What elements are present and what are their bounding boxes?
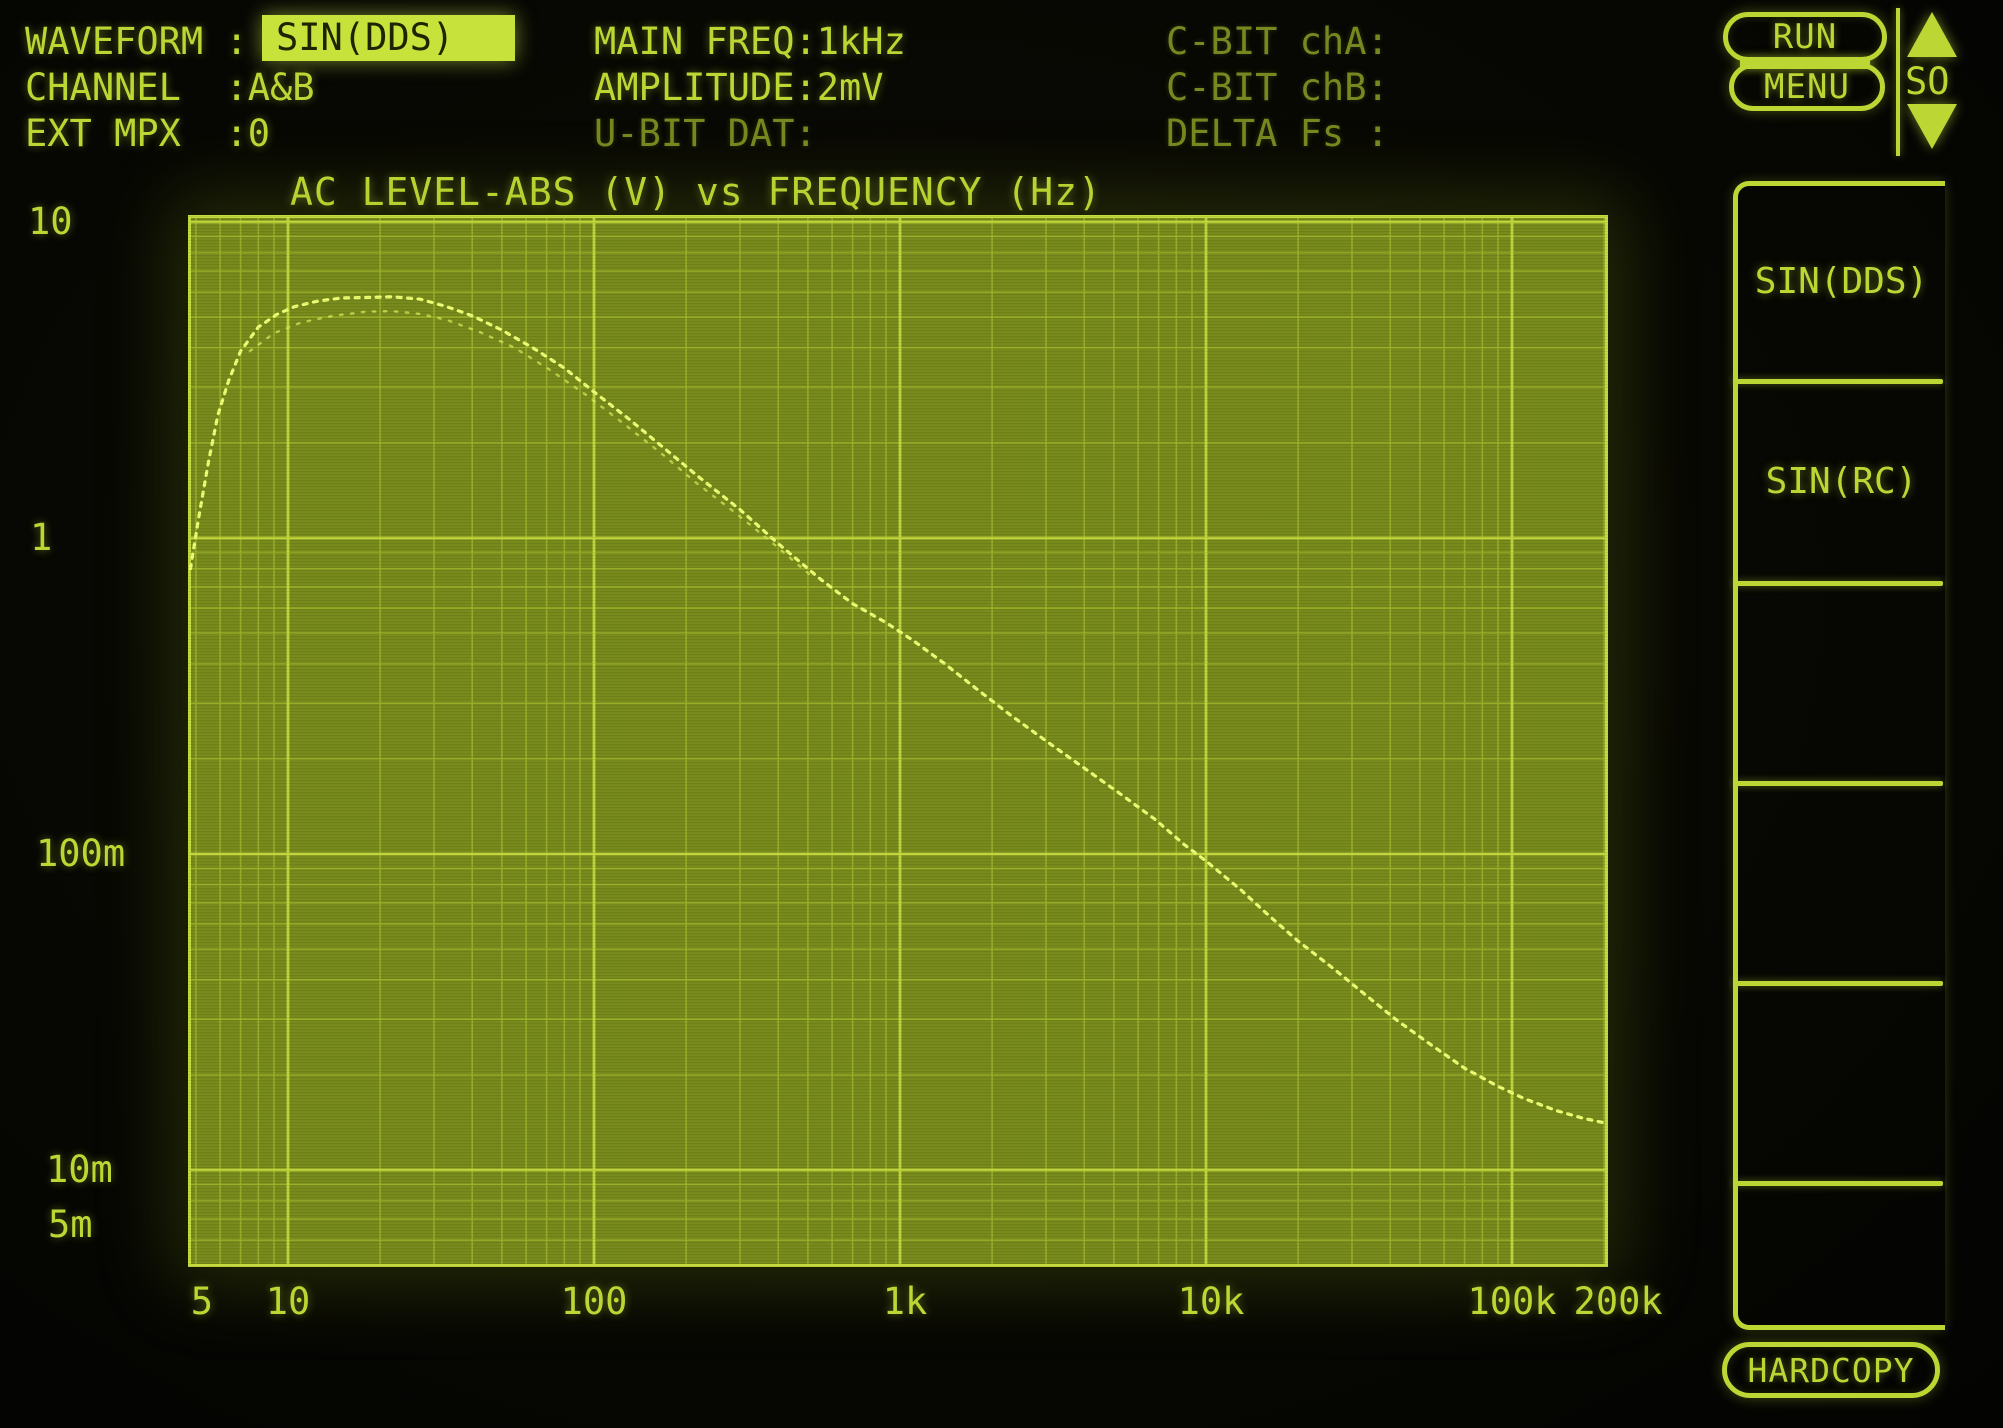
run-button[interactable]: RUN [1723,12,1887,62]
c-bit-cha-row: C-BIT chA: [1166,20,1389,63]
x-tick-label: 10k [1177,1280,1245,1323]
y-tick-label: 5m [48,1203,93,1247]
softkey-label: SIN(RC) [1765,460,1918,502]
y-tick-label: 100m [36,832,126,875]
scroll-page-label: SO [1905,60,1950,103]
scroll-up-icon[interactable] [1907,12,1957,57]
u-bit-dat-row: U-BIT DAT: [594,112,817,155]
softkey-empty-3[interactable] [1740,586,1943,778]
softkey-empty-4[interactable] [1740,786,1943,978]
x-tick-label: 100 [560,1280,628,1323]
softkey-separator [1733,1181,1943,1186]
y-tick-label: 1 [30,516,53,559]
trace-channel-a [188,295,1606,1125]
softkey-sin-rc[interactable]: SIN(RC) [1740,384,1943,578]
scroll-down-icon[interactable] [1907,104,1957,149]
waveform-label: WAVEFORM : [25,20,248,63]
chart-title: AC LEVEL-ABS (V) vs FREQUENCY (Hz) [290,170,1102,214]
x-tick-label: 10 [265,1280,311,1323]
ext-mpx-row: EXT MPX :0 [25,112,271,155]
y-tick-label: 10 [28,200,73,243]
hardcopy-button[interactable]: HARDCOPY [1722,1342,1940,1398]
softkey-separator [1733,379,1943,384]
plot-svg [188,215,1608,1267]
channel-row: CHANNEL :A&B [25,66,315,109]
plot-background [188,215,1608,1267]
softkey-separator [1733,581,1943,586]
softkey-sin-dds[interactable]: SIN(DDS) [1740,186,1943,376]
menu-button-label: MENU [1764,67,1850,107]
main-freq-row: MAIN FREQ:1kHz [594,20,906,63]
c-bit-chb-row: C-BIT chB: [1166,66,1389,109]
x-tick-label: 200k [1573,1280,1663,1323]
x-tick-label: 100k [1467,1280,1557,1323]
softkey-panel [1733,181,1945,1330]
softkey-label: SIN(DDS) [1754,260,1929,302]
softkey-separator [1733,781,1943,786]
softkey-empty-5[interactable] [1740,986,1943,1178]
softkey-empty-6[interactable] [1740,1186,1943,1326]
scroll-divider [1896,8,1900,156]
y-tick-label: 10m [46,1148,113,1191]
run-button-label: RUN [1772,17,1838,57]
x-tick-label: 1k [882,1280,928,1323]
waveform-value-field[interactable]: SIN(DDS) [262,15,515,61]
menu-button[interactable]: MENU [1729,63,1885,111]
delta-fs-row: DELTA Fs : [1166,112,1389,155]
plot-border [188,215,1608,1267]
amplitude-row: AMPLITUDE:2mV [594,66,884,109]
hardcopy-button-label: HARDCOPY [1747,1350,1915,1390]
softkey-separator [1733,981,1943,986]
frequency-response-plot [188,215,1608,1267]
x-tick-label: 5 [190,1280,214,1323]
